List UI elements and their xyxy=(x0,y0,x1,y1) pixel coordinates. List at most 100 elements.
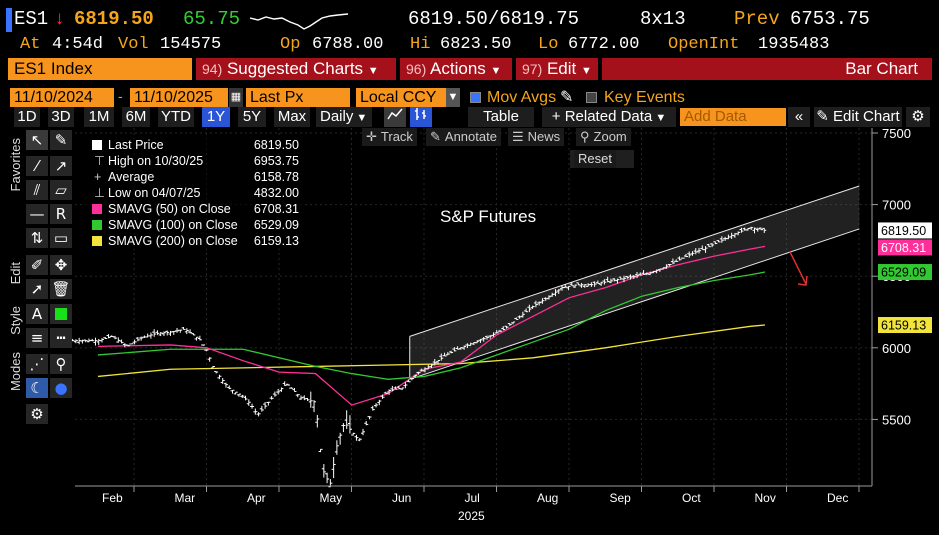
reset-button[interactable]: ● Reset xyxy=(570,150,634,168)
price-bar xyxy=(204,349,209,352)
suggested-charts-number: 94) xyxy=(202,61,223,77)
legend-low: ⊥ Low on 04/07/25 4832.00 xyxy=(84,185,304,201)
gear-icon[interactable]: ⚙ xyxy=(906,107,930,127)
price-field-select[interactable]: Last Px xyxy=(246,88,350,107)
ticker[interactable]: ES1 xyxy=(14,8,49,30)
chart-legend: Last Price 6819.50 ⊤ High on 10/30/25 6953.… xyxy=(84,137,304,249)
price-bar xyxy=(308,391,313,408)
x-tick-label: Mar xyxy=(175,491,196,505)
bar-chart-icon[interactable] xyxy=(410,107,432,127)
brush-icon[interactable]: ✐ xyxy=(26,255,48,275)
parallel-lines-icon[interactable]: ▱ xyxy=(50,180,72,200)
mov-avgs-checkbox[interactable] xyxy=(470,92,481,103)
settings-gear-icon[interactable]: ⚙ xyxy=(26,404,48,424)
security-field[interactable]: ES1 Index xyxy=(8,58,192,80)
cursor-icon[interactable]: ↖ xyxy=(26,130,48,150)
legend-label: Average xyxy=(108,170,155,184)
channel-icon[interactable]: ⫽ xyxy=(26,180,48,200)
price-bar xyxy=(253,408,258,415)
range-1y[interactable]: 1Y xyxy=(202,107,230,127)
price-bar xyxy=(214,371,219,374)
dotted-line-icon[interactable]: ⋰ xyxy=(26,354,48,374)
price-bar xyxy=(602,279,607,285)
annotation-pen-icon[interactable]: ✎ xyxy=(50,130,72,150)
price-bar xyxy=(501,326,506,331)
edit-chart-button[interactable]: ✎ Edit Chart xyxy=(814,107,902,127)
currency-select[interactable]: Local CCY xyxy=(356,88,446,107)
fib-icon[interactable]: ⇅ xyxy=(26,228,48,248)
move-icon[interactable]: ✥ xyxy=(50,255,72,275)
open-label: Op xyxy=(280,35,301,54)
retracement-icon[interactable]: R xyxy=(50,204,72,224)
mode-icon[interactable]: ☾ xyxy=(26,378,48,398)
range-5y[interactable]: 5Y xyxy=(238,107,266,127)
rectangle-icon[interactable]: ▭ xyxy=(50,228,72,248)
edit-menu[interactable]: 97) Edit ▼ xyxy=(516,58,598,80)
pencil-icon[interactable]: ✎ xyxy=(560,89,574,106)
price-bar xyxy=(739,227,744,233)
favorites-tab[interactable]: Favorites xyxy=(8,130,26,220)
select-icon[interactable]: ➚ xyxy=(26,279,48,299)
price-bar xyxy=(171,330,176,335)
price-label-box xyxy=(878,239,932,256)
price-bar xyxy=(370,405,375,411)
price-bar xyxy=(233,391,238,395)
ray-icon[interactable]: ↗ xyxy=(50,156,72,176)
calendar-icon[interactable]: ▦ xyxy=(229,88,243,107)
price-chart[interactable]: 55006000650070007500FebMarAprMayJunJulAu… xyxy=(0,128,939,535)
price-bar xyxy=(119,339,124,344)
track-tool[interactable]: ✛ Track xyxy=(362,128,417,146)
key-events-checkbox[interactable] xyxy=(586,92,597,103)
vol-label: Vol xyxy=(118,35,149,54)
frequency-select[interactable]: Daily ▼ xyxy=(316,107,372,127)
snap-icon[interactable]: ⚲ xyxy=(50,354,72,374)
price-bar xyxy=(644,272,649,276)
related-data-menu[interactable]: + Related Data ▼ xyxy=(542,107,676,127)
suggested-charts-menu[interactable]: 94) Suggested Charts ▼ xyxy=(196,58,396,80)
price-label-text: 6529.09 xyxy=(881,266,926,280)
annotate-tool[interactable]: ✎ Annotate xyxy=(426,128,501,146)
line-chart-icon[interactable] xyxy=(384,107,406,127)
horizontal-line-icon[interactable]: — xyxy=(26,204,48,224)
price-bar xyxy=(279,387,284,392)
style-tab[interactable]: Style xyxy=(8,306,26,344)
price-bar xyxy=(664,264,669,269)
price-bar xyxy=(289,387,294,389)
price-bar xyxy=(227,385,232,390)
price-bar xyxy=(210,365,215,369)
range-3d[interactable]: 3D xyxy=(48,107,74,127)
pencil-icon: ✎ xyxy=(816,108,834,125)
palette-icon[interactable]: ● xyxy=(50,378,72,398)
line-weight-icon[interactable]: ≡ xyxy=(26,328,48,348)
chevron-down-icon[interactable]: ▼ xyxy=(446,88,460,107)
range-ytd[interactable]: YTD xyxy=(158,107,194,127)
open-interest-value: 1935483 xyxy=(758,35,830,54)
price-bar xyxy=(511,321,516,325)
range-1m[interactable]: 1M xyxy=(84,107,114,127)
range-6m[interactable]: 6M xyxy=(122,107,150,127)
price-bar xyxy=(161,331,166,337)
price-bar xyxy=(113,335,118,340)
trash-icon[interactable]: 🗑 xyxy=(50,279,72,299)
text-style-icon[interactable]: A xyxy=(26,304,48,324)
down-arrow-icon: ↓ xyxy=(54,8,66,30)
trendline-icon[interactable]: ⁄ xyxy=(26,156,48,176)
news-tool[interactable]: ☰ News xyxy=(508,128,565,146)
line-style-icon[interactable]: ┅ xyxy=(50,328,72,348)
price-bar xyxy=(690,251,695,256)
end-date-field[interactable]: 11/10/2025 xyxy=(130,88,228,107)
range-1d[interactable]: 1D xyxy=(14,107,40,127)
edit-tab[interactable]: Edit xyxy=(8,262,26,292)
actions-menu[interactable]: 96) Actions ▼ xyxy=(400,58,512,80)
zoom-tool[interactable]: ⚲ Zoom xyxy=(576,128,631,146)
modes-tab[interactable]: Modes xyxy=(8,352,26,398)
quote-time: 4:54d xyxy=(52,35,104,54)
color-swatch-icon[interactable] xyxy=(50,304,72,324)
start-date-field[interactable]: 11/10/2024 xyxy=(10,88,114,107)
price-bar xyxy=(432,358,437,366)
collapse-icon[interactable]: « xyxy=(788,107,810,127)
price-bar xyxy=(680,257,685,259)
range-max[interactable]: Max xyxy=(274,107,310,127)
add-data-input[interactable]: Add Data xyxy=(680,108,786,126)
table-button[interactable]: Table xyxy=(468,107,534,127)
